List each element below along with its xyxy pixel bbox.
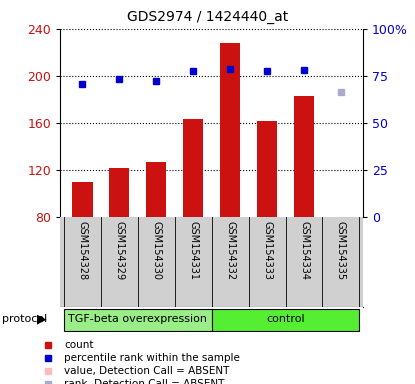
Bar [294,96,314,217]
Bar [72,182,93,217]
FancyBboxPatch shape [212,309,359,331]
Text: GSM154335: GSM154335 [336,220,346,280]
Text: GSM154329: GSM154329 [114,220,124,280]
Text: GSM154332: GSM154332 [225,220,235,280]
Bar [257,121,277,217]
Text: ▶: ▶ [37,313,46,326]
Bar [183,119,203,217]
Text: protocol: protocol [2,314,47,324]
FancyBboxPatch shape [64,309,212,331]
Text: GSM154333: GSM154333 [262,220,272,280]
Bar [146,162,166,217]
Text: percentile rank within the sample: percentile rank within the sample [64,353,240,362]
Text: GSM154328: GSM154328 [77,220,87,280]
Text: count: count [64,339,94,350]
Text: rank, Detection Call = ABSENT: rank, Detection Call = ABSENT [64,379,225,384]
Bar [109,167,129,217]
Bar [220,43,240,217]
Text: control: control [266,314,305,324]
Text: TGF-beta overexpression: TGF-beta overexpression [68,314,207,324]
Text: GSM154330: GSM154330 [151,220,161,280]
Text: value, Detection Call = ABSENT: value, Detection Call = ABSENT [64,366,229,376]
Text: GDS2974 / 1424440_at: GDS2974 / 1424440_at [127,10,288,23]
Text: GSM154334: GSM154334 [299,220,309,280]
Text: GSM154331: GSM154331 [188,220,198,280]
